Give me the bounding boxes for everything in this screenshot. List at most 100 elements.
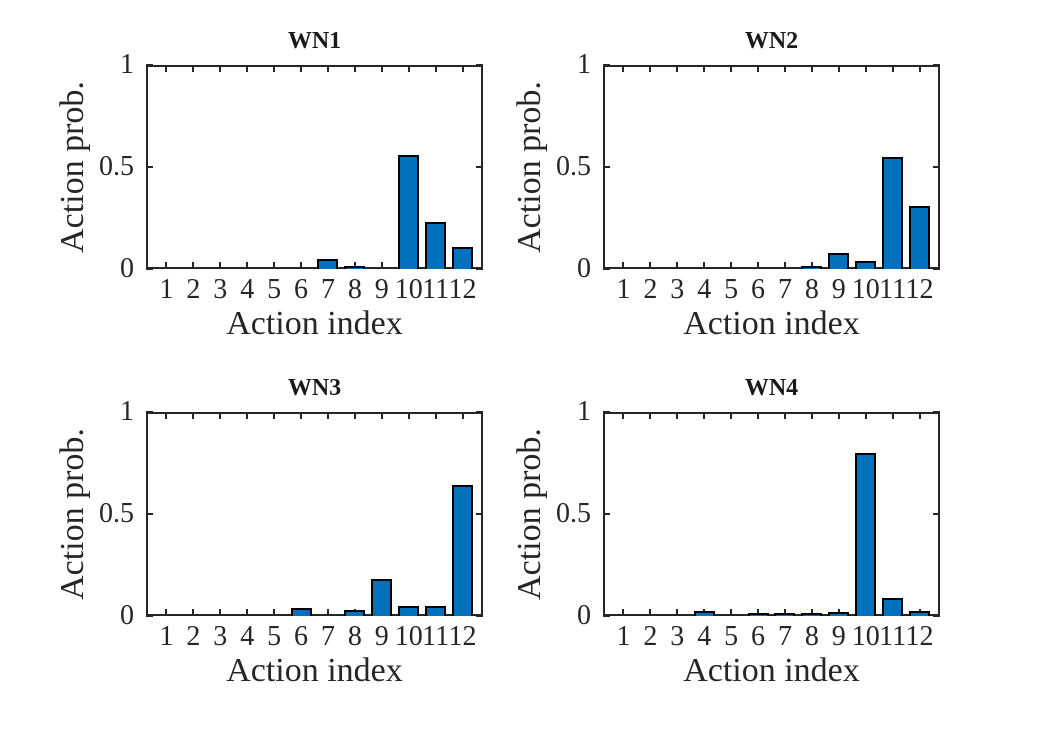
y-tick-mark xyxy=(933,166,940,168)
y-tick-mark xyxy=(476,411,483,413)
y-tick-label: 1 xyxy=(120,49,134,80)
x-tick-label: 2 xyxy=(186,621,201,652)
x-tick-label: 7 xyxy=(777,621,792,652)
bar-wn1-11 xyxy=(425,222,447,269)
y-tick-mark xyxy=(476,64,483,66)
y-tick-label: 1 xyxy=(577,396,591,427)
x-tick-mark xyxy=(891,412,894,419)
x-tick-mark xyxy=(165,65,168,72)
x-tick-mark xyxy=(246,609,249,616)
bar-wn4-11 xyxy=(882,598,904,616)
x-tick-mark xyxy=(757,262,760,269)
y-tick-mark xyxy=(603,513,610,515)
x-tick-mark xyxy=(864,412,867,419)
x-tick-label: 11 xyxy=(422,274,450,305)
y-tick-mark xyxy=(146,411,153,413)
x-tick-label: 1 xyxy=(159,274,174,305)
x-axis-label: Action index xyxy=(683,652,860,689)
x-tick-mark xyxy=(326,65,329,72)
x-tick-mark xyxy=(649,65,652,72)
x-tick-mark xyxy=(273,262,276,269)
x-tick-label: 5 xyxy=(724,621,739,652)
x-tick-label: 3 xyxy=(670,274,685,305)
y-tick-mark xyxy=(146,166,153,168)
x-tick-mark xyxy=(165,412,168,419)
y-tick-label: 0 xyxy=(120,600,134,631)
y-tick-mark xyxy=(603,166,610,168)
x-tick-mark xyxy=(246,412,249,419)
x-tick-label: 12 xyxy=(905,621,934,652)
y-tick-mark xyxy=(476,615,483,617)
x-tick-mark xyxy=(810,262,813,269)
x-tick-mark xyxy=(219,65,222,72)
y-tick-mark xyxy=(603,411,610,413)
x-axis-label: Action index xyxy=(683,305,860,342)
x-tick-mark xyxy=(300,65,303,72)
x-tick-label: 7 xyxy=(320,621,335,652)
x-tick-label: 10 xyxy=(394,274,423,305)
x-axis-label: Action index xyxy=(226,652,403,689)
y-tick-label: 0.5 xyxy=(556,151,591,182)
y-tick-mark xyxy=(146,513,153,515)
x-tick-mark xyxy=(649,412,652,419)
x-tick-mark xyxy=(649,262,652,269)
y-tick-label: 0.5 xyxy=(99,498,134,529)
x-tick-label: 10 xyxy=(851,274,880,305)
bar-wn3-12 xyxy=(452,485,474,616)
x-tick-mark xyxy=(326,609,329,616)
x-tick-mark xyxy=(783,65,786,72)
x-axis-label: Action index xyxy=(226,305,403,342)
x-tick-label: 1 xyxy=(616,274,631,305)
x-tick-mark xyxy=(622,609,625,616)
x-tick-mark xyxy=(918,65,921,72)
x-tick-mark xyxy=(837,65,840,72)
x-tick-mark xyxy=(300,262,303,269)
x-tick-label: 2 xyxy=(643,274,658,305)
x-tick-mark xyxy=(730,609,733,616)
x-tick-label: 6 xyxy=(751,274,766,305)
y-tick-label: 0 xyxy=(120,253,134,284)
x-tick-label: 9 xyxy=(374,274,389,305)
x-tick-mark xyxy=(246,262,249,269)
x-tick-label: 8 xyxy=(347,621,362,652)
bar-wn2-12 xyxy=(909,206,931,269)
x-tick-label: 7 xyxy=(320,274,335,305)
x-tick-mark xyxy=(353,65,356,72)
bar-wn4-7 xyxy=(774,613,796,616)
x-tick-label: 10 xyxy=(394,621,423,652)
bar-wn2-11 xyxy=(882,157,904,269)
bar-wn3-10 xyxy=(398,606,420,616)
bar-wn4-8 xyxy=(801,613,823,616)
x-tick-label: 1 xyxy=(159,621,174,652)
x-tick-label: 3 xyxy=(213,274,228,305)
x-tick-mark xyxy=(461,65,464,72)
x-tick-label: 9 xyxy=(374,621,389,652)
x-tick-label: 3 xyxy=(670,621,685,652)
x-tick-mark xyxy=(461,412,464,419)
bar-wn4-6 xyxy=(747,613,769,616)
x-tick-label: 12 xyxy=(448,274,477,305)
x-tick-label: 1 xyxy=(616,621,631,652)
bar-wn1-12 xyxy=(452,247,474,269)
x-tick-label: 11 xyxy=(879,621,907,652)
bar-wn1-8 xyxy=(344,266,366,269)
x-tick-label: 4 xyxy=(697,274,712,305)
y-tick-mark xyxy=(933,64,940,66)
x-tick-label: 6 xyxy=(294,621,309,652)
y-tick-mark xyxy=(603,615,610,617)
x-tick-mark xyxy=(273,65,276,72)
y-tick-label: 1 xyxy=(577,49,591,80)
x-tick-mark xyxy=(192,262,195,269)
bar-wn3-9 xyxy=(371,579,393,616)
x-tick-mark xyxy=(757,412,760,419)
x-tick-mark xyxy=(219,412,222,419)
x-tick-label: 6 xyxy=(294,274,309,305)
x-tick-label: 5 xyxy=(267,274,282,305)
y-tick-label: 0.5 xyxy=(556,498,591,529)
x-tick-mark xyxy=(703,262,706,269)
x-tick-mark xyxy=(192,412,195,419)
